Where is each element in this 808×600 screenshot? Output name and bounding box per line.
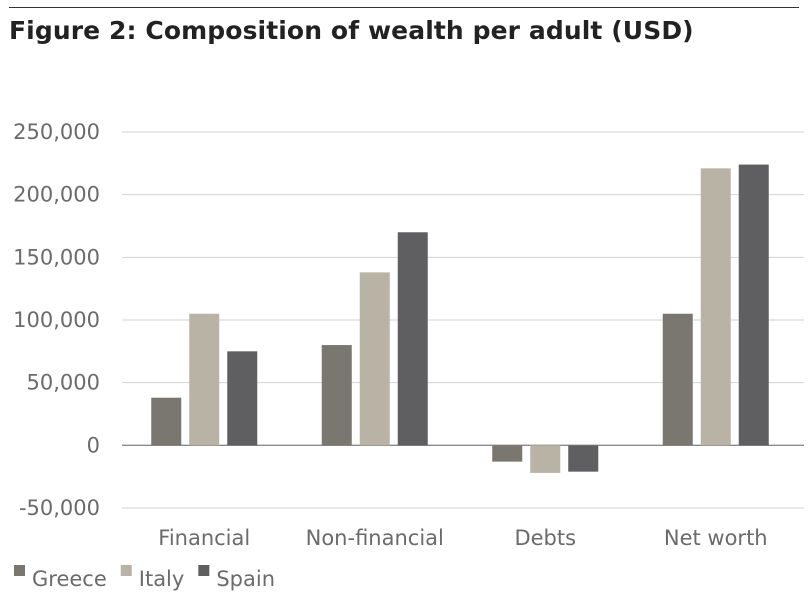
y-tick-label: 0 [87, 433, 100, 457]
bar-italy-net-worth [700, 168, 731, 446]
x-category-label: Non-financial [306, 526, 444, 550]
bar-italy-debts [530, 445, 561, 473]
y-tick-label: 150,000 [13, 245, 100, 269]
bar-spain-net-worth [738, 164, 769, 446]
legend-label-greece: Greece [32, 567, 107, 591]
x-category-label: Net worth [664, 526, 768, 550]
bar-spain-debts [568, 445, 599, 472]
bar-italy-non-financial [359, 272, 390, 446]
x-category-label: Debts [514, 526, 576, 550]
bar-greece-net-worth [662, 313, 693, 446]
legend-swatch-spain [198, 565, 210, 576]
bar-spain-non-financial [397, 232, 428, 446]
x-category-label: Financial [158, 526, 250, 550]
legend-swatch-greece [14, 565, 25, 576]
y-tick-label: -50,000 [19, 496, 100, 520]
y-tick-label: 250,000 [13, 120, 100, 144]
figure-title: Figure 2: Composition of wealth per adul… [9, 16, 694, 45]
y-tick-label: 100,000 [13, 308, 100, 332]
title-rule [9, 7, 799, 8]
legend-swatch-italy [120, 565, 132, 576]
bar-spain-financial [227, 351, 258, 446]
legend-label-spain: Spain [216, 567, 275, 591]
legend-label-italy: Italy [139, 567, 185, 591]
bar-greece-non-financial [321, 345, 352, 446]
bar-italy-financial [189, 313, 220, 446]
y-tick-label: 50,000 [27, 371, 100, 395]
bar-greece-financial [151, 397, 182, 446]
y-tick-label: 200,000 [13, 183, 100, 207]
bar-greece-debts [492, 445, 523, 462]
